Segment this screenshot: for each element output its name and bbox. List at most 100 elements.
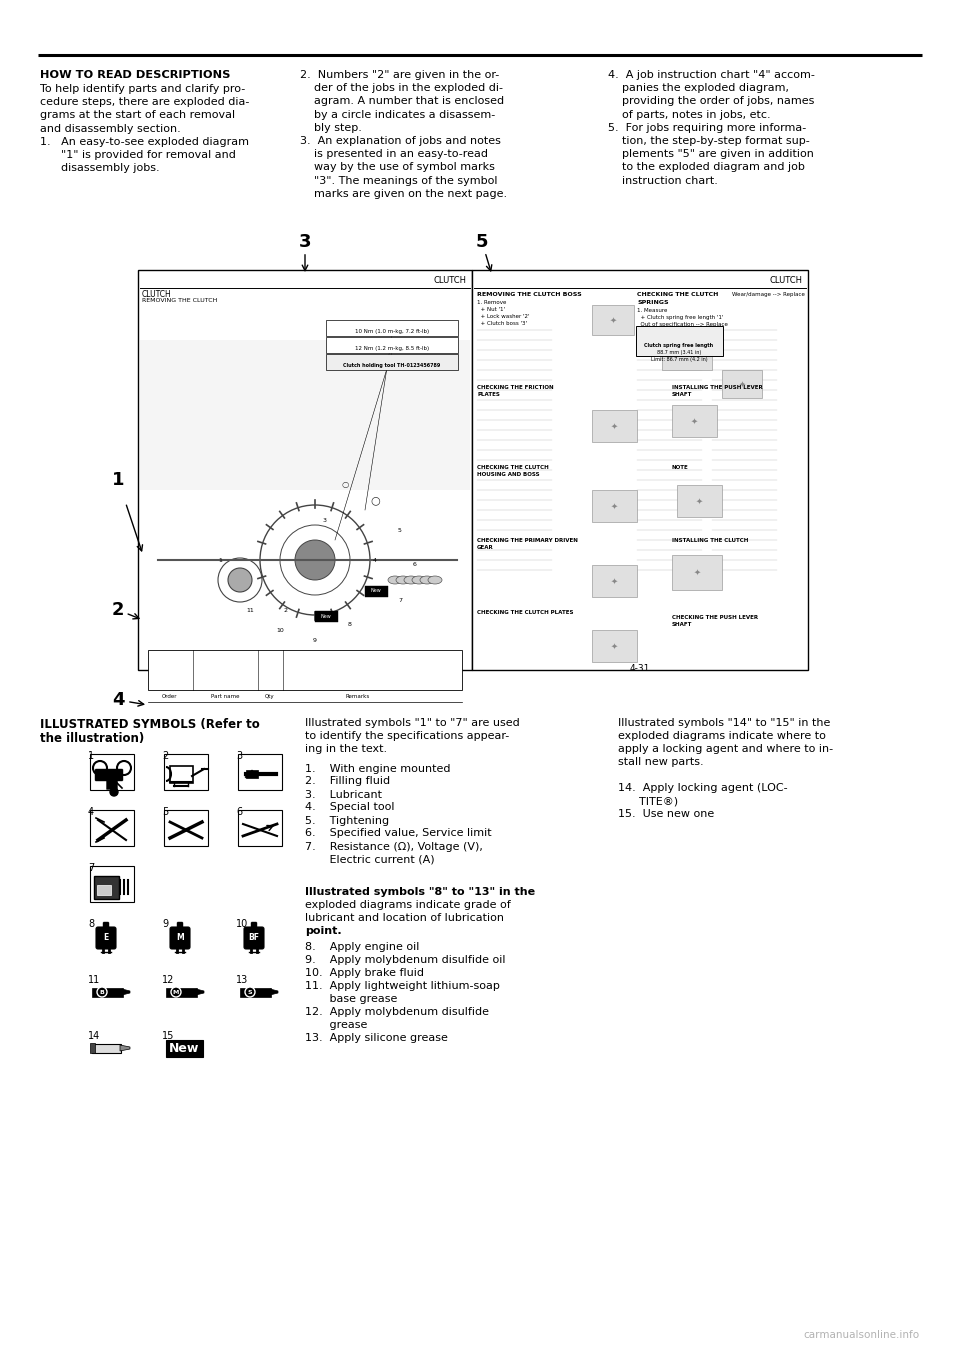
Text: 5: 5 [398,527,402,532]
Text: 4: 4 [111,691,124,709]
Text: Out of specification --> Replace: Out of specification --> Replace [637,322,728,327]
Bar [672,405,717,437]
Text: CHECKING THE CLUTCH: CHECKING THE CLUTCH [477,464,549,470]
Text: 11: 11 [88,975,100,985]
Text: Illustrated symbols "14" to "15" in the: Illustrated symbols "14" to "15" in the [618,718,830,728]
Text: PLATES: PLATES [477,392,500,397]
Text: carmanualsonline.info: carmanualsonline.info [804,1329,920,1340]
Text: Clutch holding tool TH-0123456789: Clutch holding tool TH-0123456789 [344,363,441,368]
Text: ✦: ✦ [611,421,618,430]
Bar [238,809,282,846]
Text: agram. A number that is enclosed: agram. A number that is enclosed [300,96,504,106]
Bar [90,809,134,846]
Text: der of the jobs in the exploded di-: der of the jobs in the exploded di- [300,83,503,94]
Text: 5.    Tightening: 5. Tightening [305,816,389,826]
Text: ✦: ✦ [693,568,701,577]
Text: way by the use of symbol marks: way by the use of symbol marks [300,163,494,172]
Text: instruction chart.: instruction chart. [608,175,718,186]
Text: ✦: ✦ [696,497,703,505]
FancyBboxPatch shape [170,766,193,782]
Text: CHECKING THE CLUTCH: CHECKING THE CLUTCH [637,292,718,297]
Text: SHAFT: SHAFT [672,392,692,397]
Text: disassembly jobs.: disassembly jobs. [40,163,159,174]
Bar [662,335,712,369]
Text: 8.    Apply engine oil: 8. Apply engine oil [305,941,420,952]
Bar [164,754,208,790]
Text: Illustrated symbols "8" to "13" in the: Illustrated symbols "8" to "13" in the [305,887,535,898]
Circle shape [171,987,181,997]
Text: marks are given on the next page.: marks are given on the next page. [300,189,507,198]
Text: 7.    Resistance (Ω), Voltage (V),: 7. Resistance (Ω), Voltage (V), [305,842,483,851]
Text: New: New [371,588,381,593]
Bar [592,490,637,521]
Bar [592,630,637,661]
Text: S: S [248,990,252,994]
Text: is presented in an easy-to-read: is presented in an easy-to-read [300,149,488,159]
Ellipse shape [428,576,442,584]
Bar [672,555,722,589]
Text: exploded diagrams indicate where to: exploded diagrams indicate where to [618,731,826,741]
Text: Clutch spring free length: Clutch spring free length [644,344,713,348]
Ellipse shape [396,576,410,584]
FancyBboxPatch shape [636,326,723,356]
Text: 9.    Apply molybdenum disulfide oil: 9. Apply molybdenum disulfide oil [305,955,506,964]
Bar [90,1043,95,1052]
Text: SHAFT: SHAFT [672,622,692,627]
Text: 1: 1 [218,558,222,562]
Text: 2: 2 [111,602,124,619]
Text: INSTALLING THE PUSH LEVER: INSTALLING THE PUSH LEVER [672,386,763,390]
Text: 4-29: 4-29 [295,664,315,674]
Text: 6: 6 [413,562,417,568]
Text: 3: 3 [299,234,311,251]
Text: base grease: base grease [305,994,397,1004]
Text: + Clutch boss '3': + Clutch boss '3' [477,320,527,326]
Text: ing in the text.: ing in the text. [305,744,387,754]
Text: 5.  For jobs requiring more informa-: 5. For jobs requiring more informa- [608,122,806,133]
Text: HOUSING AND BOSS: HOUSING AND BOSS [477,473,540,477]
FancyBboxPatch shape [95,769,123,781]
Text: ✦: ✦ [611,501,618,511]
Text: Illustrated symbols "1" to "7" are used: Illustrated symbols "1" to "7" are used [305,718,519,728]
Bar [90,754,134,790]
Text: 15.  Use new one: 15. Use new one [618,809,714,819]
Text: 11.  Apply lightweight lithium-soap: 11. Apply lightweight lithium-soap [305,980,500,990]
Text: CLUTCH: CLUTCH [769,276,802,285]
Text: New: New [321,614,331,618]
Text: Remarks: Remarks [346,694,371,699]
Text: 14.  Apply locking agent (LOC-: 14. Apply locking agent (LOC- [618,784,787,793]
Text: bly step.: bly step. [300,122,362,133]
Text: 12.  Apply molybdenum disulfide: 12. Apply molybdenum disulfide [305,1006,489,1017]
FancyBboxPatch shape [107,778,117,789]
Text: 7: 7 [398,598,402,603]
Text: ○: ○ [371,496,380,505]
Ellipse shape [420,576,434,584]
Text: 88.7 mm (3.41 in): 88.7 mm (3.41 in) [657,350,701,354]
Polygon shape [122,989,130,995]
Text: 5: 5 [162,807,168,818]
Bar [148,650,462,690]
Ellipse shape [404,576,418,584]
Text: 4: 4 [373,558,377,562]
Text: 2: 2 [283,607,287,612]
Text: Part name: Part name [211,694,239,699]
FancyBboxPatch shape [251,922,257,929]
Polygon shape [120,1046,130,1051]
Text: and disassembly section.: and disassembly section. [40,124,180,133]
Text: 15: 15 [162,1031,175,1042]
FancyBboxPatch shape [96,928,116,949]
FancyBboxPatch shape [165,1039,203,1057]
Text: CHECKING THE PRIMARY DRIVEN: CHECKING THE PRIMARY DRIVEN [477,538,578,543]
Text: 3.    Lubricant: 3. Lubricant [305,789,382,800]
FancyBboxPatch shape [326,354,458,369]
FancyBboxPatch shape [165,987,197,997]
Text: 9: 9 [313,637,317,642]
Text: ✦: ✦ [691,417,698,425]
Text: 14: 14 [88,1031,100,1042]
Text: ✦: ✦ [611,641,618,650]
Text: grams at the start of each removal: grams at the start of each removal [40,110,235,121]
Text: 10: 10 [276,627,284,633]
Text: 10 Nm (1.0 m-kg, 7.2 ft-lb): 10 Nm (1.0 m-kg, 7.2 ft-lb) [355,329,429,334]
Text: B: B [100,990,105,994]
Text: the illustration): the illustration) [40,732,144,746]
Text: to the exploded diagram and job: to the exploded diagram and job [608,163,804,172]
